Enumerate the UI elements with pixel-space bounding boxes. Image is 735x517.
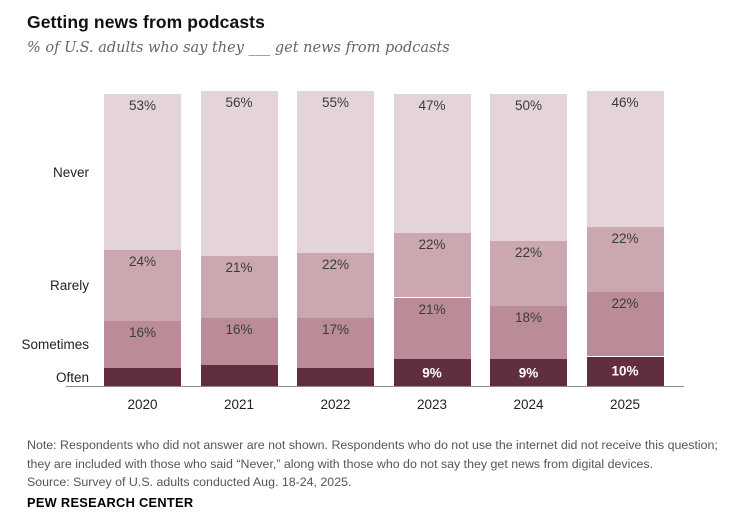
segment-rarely-2025: 22% [586, 226, 664, 292]
segment-often-2022 [297, 368, 374, 386]
value-label: 47% [418, 97, 446, 113]
segment-rarely-2020: 24% [104, 250, 181, 322]
note-line: Note: Respondents who did not answer are… [27, 438, 718, 452]
value-label: 56% [225, 95, 253, 110]
segment-rarely-2022: 22% [297, 253, 374, 319]
value-label: 17% [321, 322, 350, 338]
value-label: 22% [514, 245, 543, 261]
value-label: 21% [225, 260, 253, 276]
value-label: 18% [514, 310, 543, 326]
chart-notes: Note: Respondents who did not answer are… [27, 436, 718, 492]
value-label: 53% [128, 97, 157, 113]
x-axis-label-2023: 2023 [416, 397, 448, 412]
segment-never-2023: 47% [393, 93, 471, 233]
segment-often-2023: 9% [393, 359, 471, 386]
value-label: 9% [422, 365, 442, 381]
value-label: 46% [611, 95, 639, 110]
value-label: 10% [611, 363, 639, 379]
segment-never-2020: 53% [104, 93, 181, 251]
value-label: 22% [321, 257, 350, 273]
segment-often-2020 [104, 368, 181, 386]
value-label: 9% [518, 365, 539, 381]
row-label-often: Often [55, 369, 89, 385]
segment-rarely-2023: 22% [393, 232, 471, 298]
segment-never-2024: 50% [490, 93, 567, 242]
x-axis-label-2020: 2020 [127, 397, 158, 412]
segment-sometimes-2025: 22% [586, 291, 664, 357]
x-axis-line [66, 386, 684, 387]
value-label: 16% [225, 322, 253, 338]
segment-never-2022: 55% [297, 91, 374, 254]
source-line: Source: Survey of U.S. adults conducted … [27, 475, 352, 489]
note-line: they are included with those who said “N… [27, 456, 654, 471]
value-label: 21% [418, 301, 446, 317]
value-label: 22% [611, 295, 639, 311]
segment-sometimes-2021: 16% [200, 318, 278, 366]
segment-never-2021: 56% [200, 91, 278, 257]
page-title: Getting news from podcasts [27, 12, 265, 32]
value-label: 24% [128, 254, 157, 270]
x-axis-label-2024: 2024 [513, 397, 544, 412]
value-label: 50% [514, 97, 543, 113]
segment-often-2025: 10% [586, 356, 664, 386]
chart-subtitle: % of U.S. adults who say they ___ get ne… [27, 40, 450, 56]
segment-sometimes-2020: 16% [104, 321, 181, 369]
segment-sometimes-2024: 18% [490, 306, 567, 360]
segment-sometimes-2023: 21% [393, 297, 471, 360]
stacked-bar-chart: Never Rarely Sometimes Often 16% 24% 53% 16% 21… [21, 91, 684, 412]
segment-rarely-2024: 22% [490, 241, 567, 307]
segment-sometimes-2022: 17% [297, 318, 374, 369]
segment-often-2021 [200, 365, 278, 386]
brand-footer: PEW RESEARCH CENTER [27, 495, 194, 510]
row-label-sometimes: Sometimes [21, 337, 89, 353]
value-label: 22% [611, 230, 639, 246]
segment-never-2025: 46% [586, 91, 664, 227]
segment-rarely-2021: 21% [200, 256, 278, 319]
x-axis-label-2022: 2022 [320, 397, 351, 412]
row-label-rarely: Rarely [49, 278, 89, 294]
value-label: 16% [128, 325, 157, 341]
x-axis-label-2025: 2025 [609, 397, 641, 412]
value-label: 55% [321, 95, 350, 110]
value-label: 22% [418, 236, 446, 252]
x-axis-label-2021: 2021 [223, 397, 255, 412]
row-label-never: Never [52, 164, 89, 180]
segment-often-2024: 9% [490, 359, 567, 386]
